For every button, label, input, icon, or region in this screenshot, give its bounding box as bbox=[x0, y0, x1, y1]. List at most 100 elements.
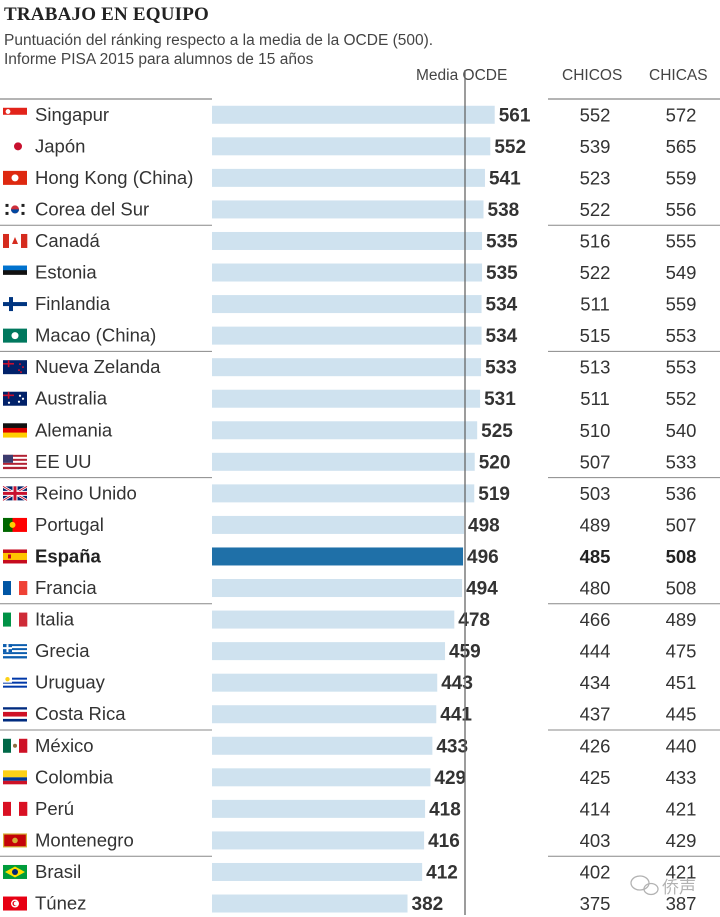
media-score-label: 535 bbox=[486, 263, 518, 284]
boys-score: 426 bbox=[580, 735, 611, 756]
boys-score: 507 bbox=[580, 451, 611, 472]
flag-south-korea-icon bbox=[3, 202, 27, 217]
country-label: México bbox=[35, 735, 94, 756]
girls-score: 559 bbox=[666, 167, 697, 188]
girls-score: 565 bbox=[666, 136, 697, 157]
media-score-label: 382 bbox=[412, 894, 444, 915]
country-label: Montenegro bbox=[35, 829, 134, 850]
boys-score: 513 bbox=[580, 357, 611, 378]
score-bar bbox=[212, 137, 491, 156]
flag-new-zealand-icon bbox=[3, 360, 27, 375]
media-score-label: 433 bbox=[436, 736, 468, 757]
watermark: 侨声 bbox=[630, 875, 696, 897]
media-score-label: 412 bbox=[426, 862, 458, 883]
table-row: Colombia 429 425 433 bbox=[3, 766, 696, 789]
table-row: Hong Kong (China) 541 523 559 bbox=[3, 167, 697, 189]
flag-uk-icon bbox=[2, 485, 28, 502]
table-row: Portugal 498 489 507 bbox=[3, 514, 696, 536]
girls-column-header: CHICAS bbox=[649, 67, 708, 84]
score-bar bbox=[212, 705, 437, 724]
girls-score: 451 bbox=[666, 672, 697, 693]
table-row: Montenegro 416 403 429 bbox=[3, 829, 696, 852]
country-label: Costa Rica bbox=[35, 703, 126, 724]
table-row: Brasil 412 402 421 bbox=[3, 861, 696, 883]
flag-usa-icon bbox=[3, 454, 27, 470]
flag-finland-icon bbox=[3, 297, 27, 312]
flag-costa-rica-icon bbox=[3, 707, 27, 722]
media-score-label: 498 bbox=[468, 515, 500, 536]
boys-score: 510 bbox=[580, 420, 611, 441]
boys-score: 511 bbox=[580, 388, 610, 409]
media-score-label: 429 bbox=[434, 768, 466, 789]
flag-france-icon bbox=[3, 581, 28, 596]
boys-score: 516 bbox=[580, 230, 611, 251]
country-label: Singapur bbox=[35, 104, 109, 125]
flag-macao-icon bbox=[3, 328, 27, 343]
score-bar bbox=[212, 894, 408, 913]
score-bar bbox=[212, 168, 485, 187]
country-label: EE UU bbox=[35, 451, 92, 472]
boys-score: 444 bbox=[580, 641, 611, 662]
country-label: Nueva Zelanda bbox=[35, 356, 161, 377]
media-score-label: 520 bbox=[479, 452, 511, 473]
table-row: Japón 552 539 565 bbox=[14, 135, 696, 158]
score-bar bbox=[212, 799, 426, 818]
country-label: Grecia bbox=[35, 640, 90, 661]
girls-score: 552 bbox=[666, 388, 697, 409]
media-score-label: 552 bbox=[494, 137, 526, 158]
country-label: España bbox=[35, 545, 102, 566]
country-label: Hong Kong (China) bbox=[35, 167, 193, 188]
boys-score: 522 bbox=[580, 262, 611, 283]
boys-score: 480 bbox=[580, 578, 611, 599]
flag-tunisia-icon bbox=[3, 896, 27, 911]
score-bar bbox=[212, 326, 482, 345]
girls-score: 440 bbox=[666, 735, 697, 756]
score-bar bbox=[212, 862, 423, 881]
country-label: Uruguay bbox=[35, 672, 106, 693]
boys-score: 402 bbox=[580, 861, 611, 882]
media-score-label: 535 bbox=[486, 231, 518, 252]
score-bar bbox=[212, 547, 464, 566]
girls-score: 429 bbox=[666, 830, 697, 851]
girls-score: 553 bbox=[666, 325, 697, 346]
country-label: Macao (China) bbox=[35, 325, 156, 346]
country-label: Japón bbox=[35, 135, 85, 156]
flag-brazil-icon bbox=[3, 864, 27, 879]
score-bar bbox=[212, 231, 483, 250]
score-bar bbox=[212, 295, 482, 314]
chart-subtitle: Puntuación del ránking respecto a la med… bbox=[4, 31, 433, 69]
score-bar bbox=[212, 768, 431, 787]
girls-score: 421 bbox=[666, 798, 697, 819]
table-row: EE UU 520 507 533 bbox=[3, 451, 696, 473]
boys-score: 523 bbox=[580, 167, 611, 188]
score-bar bbox=[212, 673, 438, 692]
country-label: Francia bbox=[35, 577, 97, 598]
flag-japan-icon bbox=[14, 142, 22, 151]
flag-germany-icon bbox=[3, 423, 27, 438]
media-score-label: 533 bbox=[485, 358, 517, 379]
country-label: Italia bbox=[35, 609, 75, 630]
boys-score: 414 bbox=[580, 798, 611, 819]
country-label: Colombia bbox=[35, 766, 114, 787]
country-label: Estonia bbox=[35, 262, 97, 283]
boys-score: 539 bbox=[580, 136, 611, 157]
subtitle-line-1: Puntuación del ránking respecto a la med… bbox=[4, 32, 434, 49]
boys-score: 489 bbox=[580, 514, 611, 535]
country-label: Perú bbox=[35, 798, 74, 819]
country-label: Australia bbox=[35, 388, 108, 409]
boys-score: 425 bbox=[580, 767, 611, 788]
country-label: Finlandia bbox=[35, 293, 111, 314]
score-bar bbox=[212, 642, 446, 661]
media-score-label: 541 bbox=[489, 168, 521, 189]
table-row: Estonia 535 522 549 bbox=[3, 262, 696, 284]
girls-score: 555 bbox=[666, 230, 697, 251]
table-row: España 496 485 508 bbox=[3, 545, 696, 568]
score-bar bbox=[212, 358, 482, 377]
wechat-logo-icon bbox=[630, 875, 659, 896]
score-bar bbox=[212, 610, 455, 629]
country-label: Canadá bbox=[35, 230, 101, 251]
country-label: Portugal bbox=[35, 514, 104, 535]
media-score-label: 494 bbox=[466, 579, 498, 600]
girls-score: 540 bbox=[666, 420, 697, 441]
